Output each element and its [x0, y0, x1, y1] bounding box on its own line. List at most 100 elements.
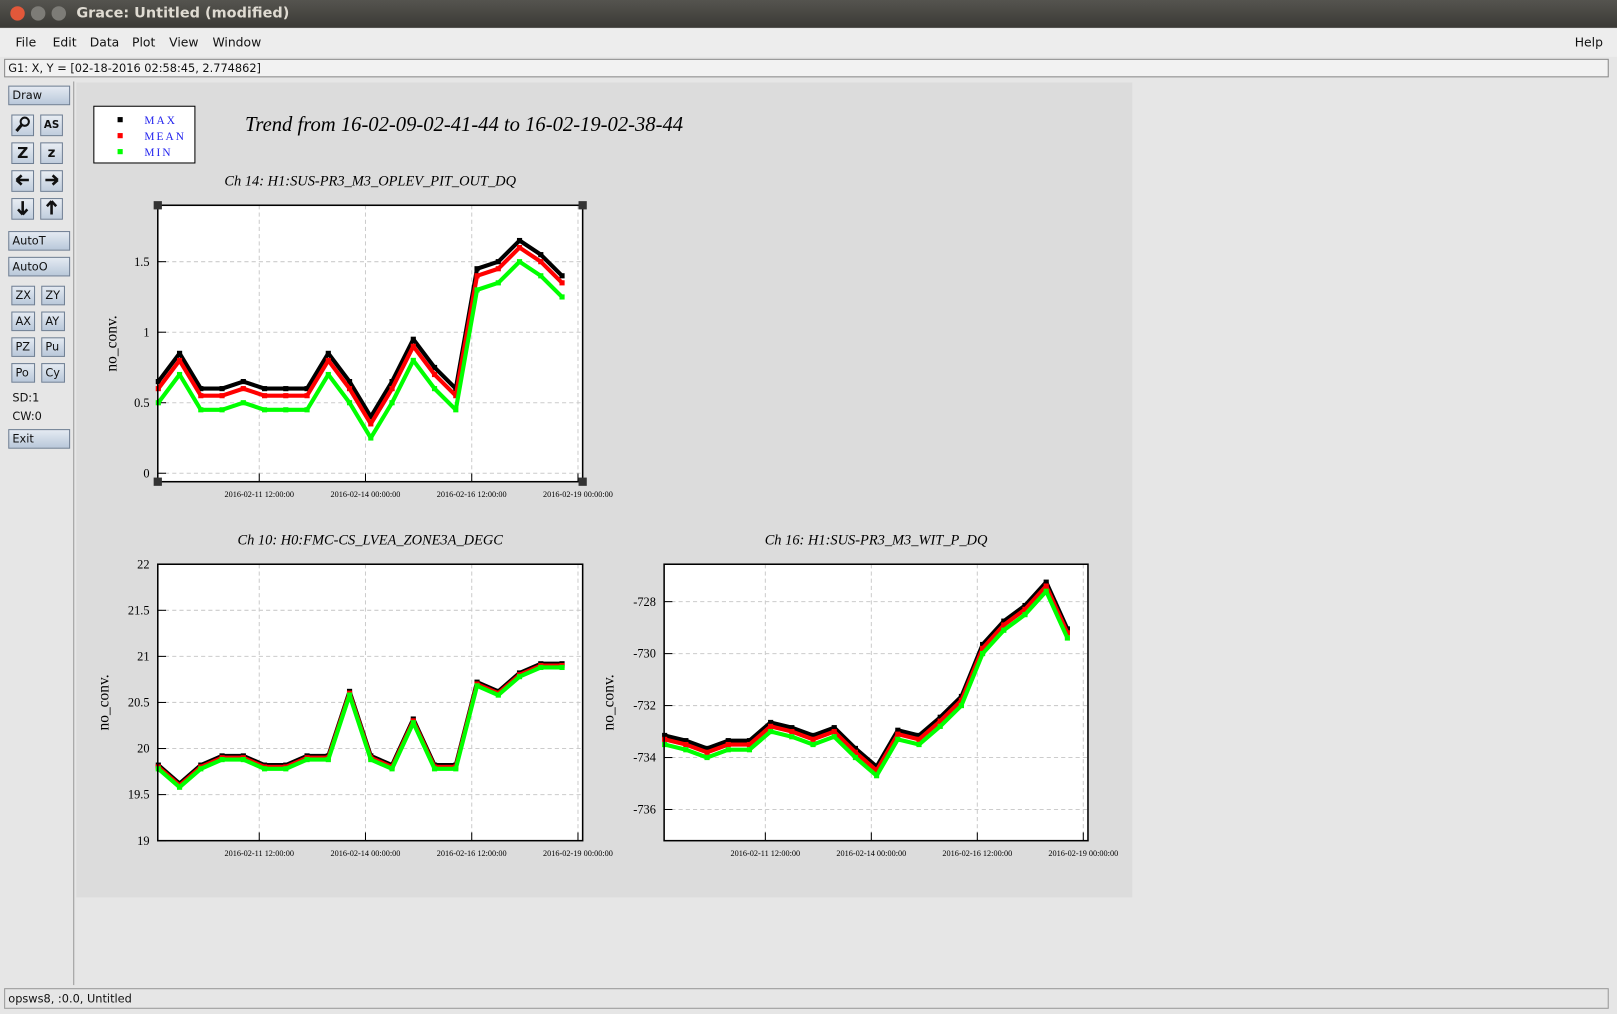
zoom-tool[interactable]: [11, 114, 35, 137]
x-tick-label: 2016-02-16 12:00:00: [437, 849, 507, 858]
x-tick-label: 2016-02-14 00:00:00: [836, 849, 906, 858]
data-point: [852, 754, 859, 761]
menu-item[interactable]: Help: [1574, 35, 1603, 50]
y-axis-label: no_conv.: [104, 315, 121, 371]
data-point: [559, 664, 565, 671]
tool-button[interactable]: Po: [11, 363, 36, 383]
title-bar: Grace: Untitled (modified): [0, 0, 1617, 28]
shrink-button[interactable]: z: [40, 142, 63, 165]
data-point: [895, 736, 901, 742]
x-tick-label: 2016-02-11 12:00:00: [731, 849, 801, 858]
draw-button[interactable]: Draw: [8, 85, 71, 106]
data-point: [219, 393, 225, 399]
zoom-button[interactable]: Z: [11, 142, 35, 165]
y-tick-label: 19.5: [128, 788, 150, 802]
right-button[interactable]: [40, 170, 63, 192]
selection-handle: [578, 201, 587, 210]
tool-button[interactable]: ZX: [11, 285, 36, 306]
data-point: [916, 736, 922, 742]
data-point: [683, 738, 689, 744]
data-point: [725, 738, 731, 744]
data-point: [261, 407, 268, 413]
autoo-button[interactable]: AutoO: [8, 256, 71, 277]
data-point: [538, 252, 544, 258]
data-point: [410, 720, 416, 726]
autoscale-tool[interactable]: AS: [40, 114, 63, 137]
arrow-down: [17, 201, 29, 216]
locator-field: G1: X, Y = [02-18-2016 02:58:45, 2.77486…: [4, 58, 1609, 78]
close-button[interactable]: [10, 6, 25, 21]
menu-item[interactable]: Plot: [132, 35, 156, 50]
data-point: [516, 245, 523, 251]
y-tick-label: -736: [633, 803, 656, 817]
minimize-button[interactable]: [30, 6, 46, 21]
menu-item[interactable]: Edit: [52, 35, 77, 50]
tool-button[interactable]: Cy: [41, 363, 65, 383]
data-point: [895, 727, 901, 733]
autot-button[interactable]: AutoT: [8, 231, 71, 251]
data-point: [431, 386, 438, 392]
status-bar: opsws8, :0.0, Untitled: [4, 988, 1609, 1009]
series-line: [156, 665, 563, 790]
data-point: [346, 400, 353, 406]
x-tick-label: 2016-02-19 00:00:00: [1048, 849, 1118, 858]
data-point: [474, 683, 480, 689]
data-point: [937, 714, 943, 720]
maximize-button[interactable]: [51, 6, 66, 21]
data-point: [240, 378, 246, 385]
x-tick-label: 2016-02-14 00:00:00: [331, 849, 401, 858]
menu-item[interactable]: File: [15, 35, 37, 50]
y-tick-label: 21: [137, 650, 149, 664]
down-button[interactable]: [11, 198, 35, 220]
x-tick-label: 2016-02-11 12:00:00: [224, 849, 294, 858]
tool-button[interactable]: Pu: [41, 337, 65, 357]
menu-item[interactable]: Data: [89, 35, 120, 50]
data-point: [980, 645, 986, 651]
y-tick-label: 21.5: [128, 603, 150, 617]
toolbar: Draw AS Z z AutoT AutoO ZX ZY AX AY PZ P…: [4, 81, 75, 986]
menu-item[interactable]: View: [169, 35, 199, 50]
data-point: [198, 766, 204, 772]
data-point: [304, 757, 310, 763]
data-point: [198, 407, 204, 413]
graph-title: Trend from 16-02-09-02-41-44 to 16-02-19…: [245, 114, 683, 136]
up-button[interactable]: [40, 198, 63, 220]
tool-button[interactable]: ZY: [41, 285, 65, 306]
data-point: [198, 386, 204, 392]
y-tick-label: 1.5: [134, 255, 149, 269]
data-point: [410, 336, 416, 342]
data-point: [368, 757, 374, 763]
exit-button[interactable]: Exit: [8, 429, 71, 449]
tool-button[interactable]: PZ: [11, 337, 36, 357]
data-point: [1001, 622, 1007, 628]
series-line: [156, 238, 564, 419]
data-point: [725, 741, 731, 748]
data-point: [1064, 630, 1070, 636]
data-point: [325, 350, 331, 356]
current-world: CW:0: [12, 409, 42, 423]
x-tick-label: 2016-02-16 12:00:00: [942, 849, 1012, 858]
data-point: [219, 386, 225, 392]
series-line: [156, 245, 564, 426]
x-tick-label: 2016-02-16 12:00:00: [437, 490, 507, 499]
y-tick-label: 22: [137, 557, 149, 571]
data-point: [958, 702, 964, 709]
selection-handle: [153, 201, 162, 210]
menu-item[interactable]: Window: [212, 35, 262, 50]
data-point: [368, 414, 374, 420]
data-point: [474, 287, 480, 293]
data-point: [325, 371, 331, 378]
data-point: [474, 273, 480, 279]
x-tick-label: 2016-02-19 00:00:00: [543, 849, 613, 858]
tool-button[interactable]: AY: [41, 311, 65, 332]
left-button[interactable]: [11, 170, 35, 192]
data-point: [474, 266, 480, 272]
data-point: [831, 728, 837, 735]
plot-frame: [157, 563, 584, 842]
chart-title: Ch 14: H1:SUS-PR3_M3_OPLEV_PIT_OUT_DQ: [224, 174, 516, 190]
data-point: [768, 719, 774, 726]
data-point: [368, 421, 374, 427]
data-point: [389, 378, 395, 385]
tool-button[interactable]: AX: [11, 311, 36, 332]
